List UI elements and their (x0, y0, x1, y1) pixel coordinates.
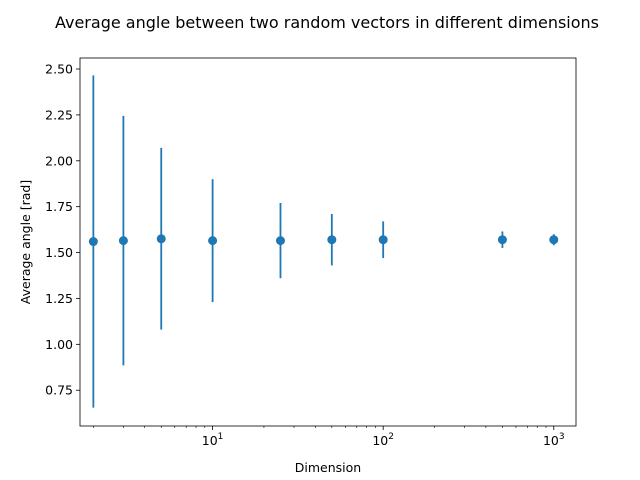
y-tick-label: 1.50 (45, 245, 73, 260)
y-tick-label: 1.75 (45, 199, 73, 214)
y-tick-label: 2.50 (45, 62, 73, 77)
data-point (88, 237, 98, 247)
plot-area (88, 75, 559, 408)
chart-title: Average angle between two random vectors… (55, 13, 599, 32)
x-tick-label: 101 (202, 432, 224, 448)
data-point (208, 236, 218, 246)
y-tick-label: 2.25 (45, 107, 73, 122)
y-tick-label: 1.00 (45, 337, 73, 352)
data-point (156, 234, 166, 244)
y-axis: 0.75 1.00 1.25 1.50 1.75 2.00 2.25 2.50 (45, 62, 80, 398)
data-point (497, 235, 507, 245)
y-axis-label: Average angle [rad] (18, 180, 33, 304)
data-point (378, 235, 388, 245)
y-tick-label: 0.75 (45, 383, 73, 398)
x-tick-label: 103 (543, 432, 565, 448)
data-point (327, 235, 337, 245)
data-point (275, 236, 285, 246)
axes-frame (79, 57, 577, 427)
x-axis-label: Dimension (295, 460, 361, 475)
x-tick-label: 102 (372, 432, 394, 448)
data-point (118, 236, 128, 246)
x-axis: 101 102 103 (93, 426, 565, 448)
data-point (549, 235, 559, 245)
y-tick-label: 2.00 (45, 153, 73, 168)
y-tick-label: 1.25 (45, 291, 73, 306)
